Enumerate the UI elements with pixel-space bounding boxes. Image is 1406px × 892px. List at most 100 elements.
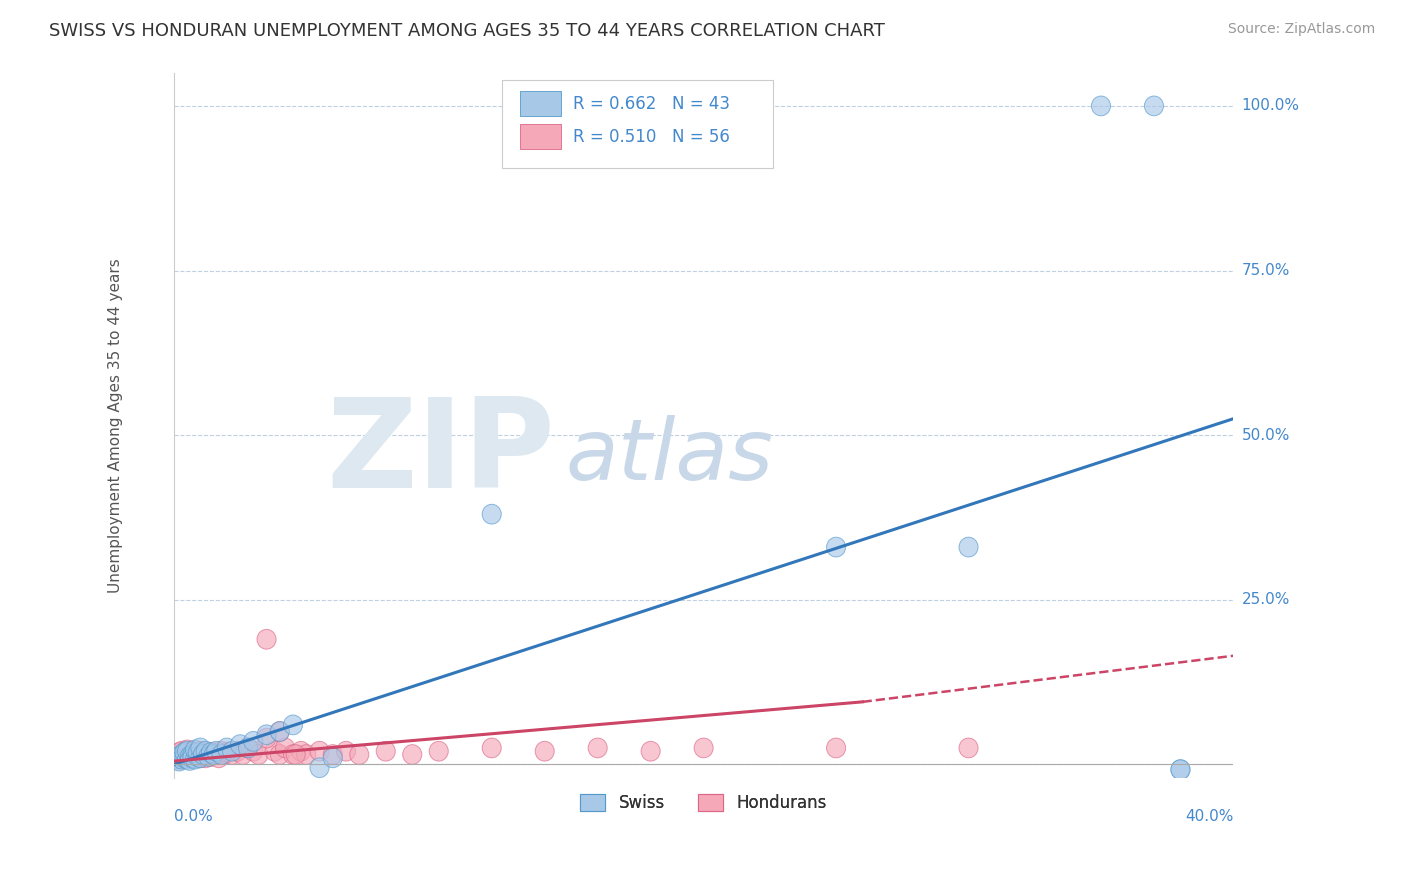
Ellipse shape — [270, 722, 290, 741]
Text: ZIP: ZIP — [326, 393, 555, 514]
Ellipse shape — [695, 738, 713, 758]
Ellipse shape — [186, 740, 204, 760]
Ellipse shape — [212, 741, 231, 761]
Ellipse shape — [201, 743, 221, 763]
Ellipse shape — [218, 738, 236, 758]
FancyBboxPatch shape — [520, 91, 561, 116]
Ellipse shape — [177, 740, 197, 760]
Ellipse shape — [222, 741, 242, 761]
Ellipse shape — [188, 745, 207, 764]
Ellipse shape — [297, 745, 316, 764]
Ellipse shape — [183, 748, 202, 768]
Ellipse shape — [183, 741, 202, 761]
Ellipse shape — [186, 749, 204, 769]
Ellipse shape — [233, 745, 252, 764]
Ellipse shape — [170, 747, 188, 766]
Ellipse shape — [177, 748, 197, 768]
Ellipse shape — [191, 748, 209, 768]
Ellipse shape — [172, 745, 191, 764]
Ellipse shape — [231, 735, 250, 755]
Text: R = 0.510: R = 0.510 — [574, 128, 657, 146]
Ellipse shape — [180, 745, 200, 764]
Ellipse shape — [167, 749, 186, 769]
Legend: Swiss, Hondurans: Swiss, Hondurans — [574, 787, 834, 819]
Ellipse shape — [177, 741, 197, 761]
Ellipse shape — [215, 745, 233, 764]
Ellipse shape — [270, 745, 290, 764]
Ellipse shape — [195, 748, 215, 768]
Ellipse shape — [1171, 760, 1189, 780]
Ellipse shape — [204, 743, 224, 763]
Ellipse shape — [186, 747, 204, 766]
Ellipse shape — [377, 741, 395, 761]
Ellipse shape — [264, 741, 284, 761]
Ellipse shape — [167, 748, 186, 768]
Ellipse shape — [959, 738, 979, 758]
Ellipse shape — [323, 748, 342, 768]
Text: Unemployment Among Ages 35 to 44 years: Unemployment Among Ages 35 to 44 years — [108, 258, 124, 592]
Ellipse shape — [172, 741, 191, 761]
Ellipse shape — [257, 725, 276, 745]
Ellipse shape — [350, 745, 368, 764]
Ellipse shape — [291, 741, 311, 761]
Ellipse shape — [195, 741, 215, 761]
Text: 100.0%: 100.0% — [1241, 98, 1299, 113]
Ellipse shape — [188, 743, 207, 763]
Ellipse shape — [177, 749, 197, 769]
Text: 0.0%: 0.0% — [174, 809, 212, 824]
Ellipse shape — [482, 738, 502, 758]
Ellipse shape — [1091, 96, 1111, 116]
Ellipse shape — [191, 738, 209, 758]
Ellipse shape — [336, 741, 356, 761]
Ellipse shape — [172, 749, 191, 769]
Ellipse shape — [243, 731, 263, 751]
Text: 50.0%: 50.0% — [1241, 427, 1289, 442]
Ellipse shape — [309, 758, 329, 778]
Ellipse shape — [1144, 96, 1164, 116]
Ellipse shape — [536, 741, 554, 761]
Ellipse shape — [323, 745, 342, 764]
Ellipse shape — [827, 537, 845, 557]
Ellipse shape — [1171, 760, 1189, 780]
Ellipse shape — [218, 743, 236, 763]
Ellipse shape — [174, 745, 194, 764]
Ellipse shape — [228, 741, 247, 761]
Ellipse shape — [239, 738, 257, 758]
Ellipse shape — [482, 504, 502, 524]
FancyBboxPatch shape — [520, 124, 561, 149]
Ellipse shape — [194, 745, 212, 764]
Ellipse shape — [170, 751, 188, 771]
Ellipse shape — [243, 741, 263, 761]
Ellipse shape — [191, 748, 209, 768]
Ellipse shape — [402, 745, 422, 764]
Ellipse shape — [170, 743, 188, 763]
Ellipse shape — [959, 537, 979, 557]
Ellipse shape — [183, 745, 202, 764]
Ellipse shape — [207, 745, 226, 764]
Ellipse shape — [170, 749, 188, 769]
Text: N = 43: N = 43 — [672, 95, 730, 113]
Ellipse shape — [209, 748, 228, 768]
Ellipse shape — [827, 738, 845, 758]
Ellipse shape — [207, 741, 226, 761]
Ellipse shape — [588, 738, 607, 758]
Ellipse shape — [174, 743, 194, 763]
Ellipse shape — [257, 728, 276, 747]
Ellipse shape — [276, 738, 295, 758]
Ellipse shape — [183, 748, 202, 768]
Ellipse shape — [212, 745, 231, 764]
Ellipse shape — [194, 745, 212, 764]
Ellipse shape — [191, 741, 209, 761]
Ellipse shape — [198, 743, 218, 763]
Ellipse shape — [174, 748, 194, 768]
Text: N = 56: N = 56 — [672, 128, 730, 146]
Ellipse shape — [641, 741, 661, 761]
Ellipse shape — [180, 750, 200, 771]
Ellipse shape — [198, 747, 218, 766]
Ellipse shape — [284, 715, 302, 735]
FancyBboxPatch shape — [502, 80, 772, 168]
Ellipse shape — [270, 722, 290, 741]
Text: 25.0%: 25.0% — [1241, 592, 1289, 607]
Text: 40.0%: 40.0% — [1185, 809, 1233, 824]
Ellipse shape — [204, 745, 224, 764]
